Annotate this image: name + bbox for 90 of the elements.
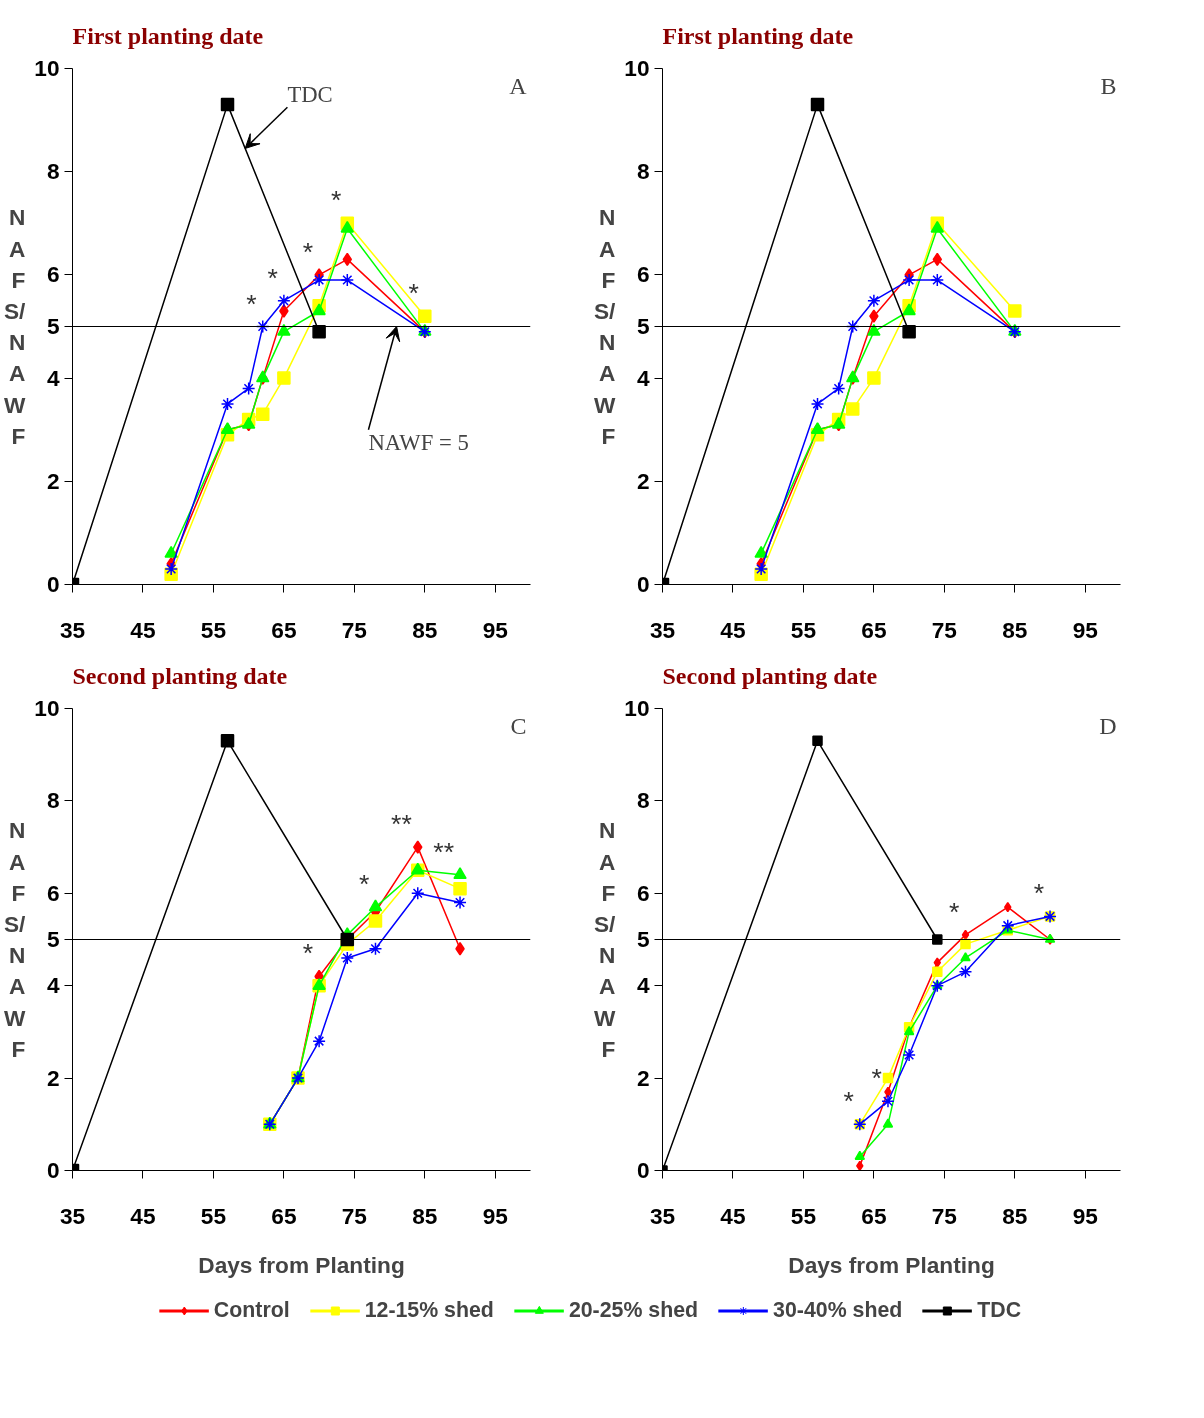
x-tick-label: 65 — [271, 616, 297, 643]
x-tick-label: 35 — [59, 616, 86, 643]
x-axis-title: Days from Planting — [198, 1251, 405, 1278]
y-tick-label: 8 — [636, 158, 650, 185]
x-tick-label: 35 — [649, 1202, 676, 1229]
annotation: ** — [391, 809, 412, 840]
y-tick-label: 5 — [636, 313, 650, 339]
y-tick-label: 6 — [46, 879, 60, 906]
annotation: * — [871, 1063, 882, 1094]
y-tick-label: 5 — [46, 926, 60, 952]
legend-label: 12-15% shed — [364, 1297, 494, 1323]
annotation: C — [510, 712, 527, 739]
x-tick-label: 55 — [790, 1202, 817, 1229]
annotation: * — [267, 262, 278, 293]
legend-label: Control — [213, 1297, 290, 1323]
y-tick-label: 6 — [46, 261, 60, 288]
annotation: * — [843, 1086, 854, 1117]
annotation: * — [302, 236, 314, 267]
x-tick-label: 35 — [59, 1202, 86, 1229]
y-tick-label: 10 — [34, 695, 60, 721]
chart-title: Second planting date — [662, 662, 878, 689]
x-tick-label: 75 — [931, 1202, 957, 1229]
y-tick-label: 6 — [636, 261, 650, 288]
annotation: * — [1033, 878, 1045, 909]
y-tick-label: 8 — [636, 787, 650, 814]
y-tick-label: 0 — [636, 571, 650, 597]
annotation: ** — [433, 836, 455, 867]
y-tick-label: 5 — [636, 926, 650, 952]
y-axis-title: NAFS/NAWF — [3, 204, 26, 449]
y-tick-label: 2 — [636, 1064, 650, 1091]
x-tick-label: 95 — [482, 1202, 508, 1229]
x-axis-title: Days from Planting — [788, 1251, 995, 1278]
y-tick-label: 2 — [46, 1064, 60, 1091]
legend-label: 30-40% shed — [773, 1297, 903, 1323]
y-tick-label: 6 — [636, 879, 650, 906]
x-tick-label: 45 — [720, 616, 746, 643]
x-tick-label: 65 — [861, 1202, 887, 1229]
y-tick-label: 4 — [46, 364, 60, 391]
y-axis-title: NAFS/NAWF — [593, 817, 616, 1062]
x-tick-label: 85 — [412, 1202, 438, 1229]
x-tick-label: 95 — [1072, 1202, 1098, 1229]
x-tick-label: 45 — [720, 1202, 746, 1229]
annotation: D — [1099, 712, 1117, 739]
annotation: * — [330, 185, 342, 216]
y-axis-title: NAFS/NAWF — [593, 204, 616, 449]
x-tick-label: 55 — [200, 1202, 227, 1229]
y-axis-title: NAFS/NAWF — [3, 817, 26, 1062]
y-tick-label: 10 — [34, 55, 60, 81]
x-tick-label: 55 — [790, 616, 817, 643]
y-tick-label: 0 — [46, 571, 60, 597]
annotation: TDC — [287, 82, 333, 108]
y-tick-label: 10 — [624, 695, 650, 721]
x-tick-label: 65 — [271, 1202, 297, 1229]
y-tick-label: 10 — [624, 55, 650, 81]
y-tick-label: 2 — [46, 467, 60, 494]
x-tick-label: 95 — [482, 616, 508, 643]
x-tick-label: 75 — [341, 1202, 367, 1229]
annotation: * — [408, 278, 419, 309]
annotation: * — [246, 288, 257, 319]
x-tick-label: 75 — [931, 616, 957, 643]
annotation: A — [509, 72, 528, 99]
x-tick-label: 85 — [1002, 1202, 1028, 1229]
y-tick-label: 4 — [636, 972, 650, 999]
x-tick-label: 75 — [341, 616, 367, 643]
y-tick-label: 8 — [46, 158, 60, 185]
annotation: B — [1100, 72, 1117, 99]
x-tick-label: 65 — [861, 616, 887, 643]
y-tick-label: 2 — [636, 467, 650, 494]
y-tick-label: 5 — [46, 313, 60, 339]
y-tick-label: 8 — [46, 787, 60, 814]
y-tick-label: 4 — [46, 972, 60, 999]
annotation: NAWF = 5 — [368, 429, 469, 455]
x-tick-label: 45 — [130, 1202, 156, 1229]
legend-label: TDC — [977, 1297, 1022, 1323]
x-tick-label: 95 — [1072, 616, 1098, 643]
chart-title: First planting date — [72, 22, 264, 49]
y-tick-label: 0 — [636, 1157, 650, 1183]
annotation: * — [949, 896, 960, 927]
annotation: * — [302, 938, 314, 969]
y-tick-label: 0 — [46, 1157, 60, 1183]
annotation: * — [359, 869, 370, 900]
chart-title: Second planting date — [72, 662, 288, 689]
x-tick-label: 85 — [412, 616, 438, 643]
x-tick-label: 35 — [649, 616, 676, 643]
x-tick-label: 55 — [200, 616, 227, 643]
x-tick-label: 85 — [1002, 616, 1028, 643]
chart-title: First planting date — [662, 22, 854, 49]
legend-label: 20-25% shed — [568, 1297, 699, 1323]
x-tick-label: 45 — [130, 616, 156, 643]
y-tick-label: 4 — [636, 364, 650, 391]
